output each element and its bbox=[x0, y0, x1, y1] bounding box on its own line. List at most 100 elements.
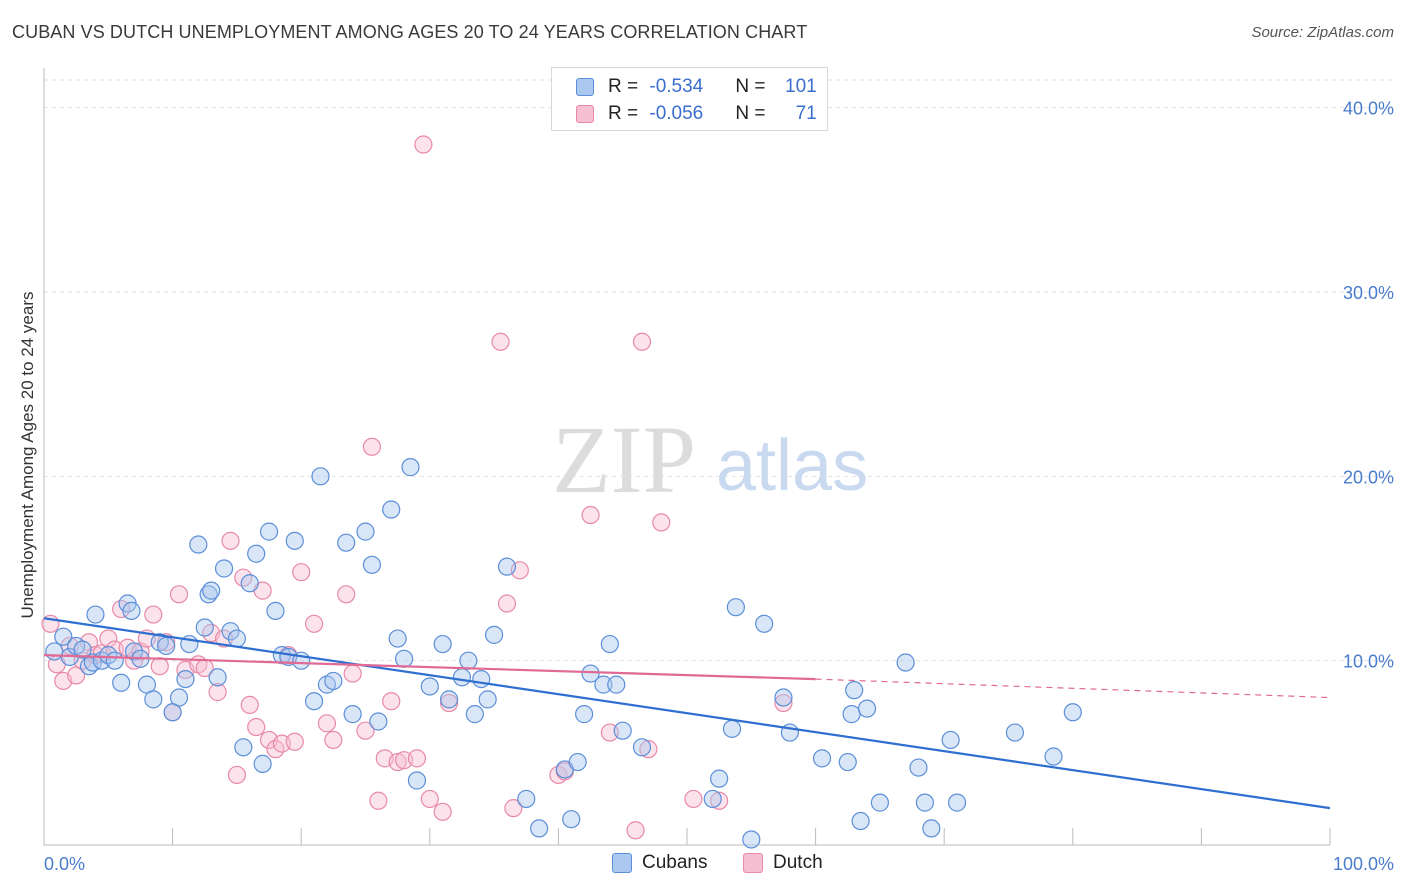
cubans-point bbox=[607, 675, 626, 694]
cubans-point bbox=[774, 688, 793, 707]
cubans-point bbox=[54, 627, 73, 646]
dutch-trend-line bbox=[43, 654, 816, 681]
dutch-point bbox=[639, 740, 658, 759]
cubans-point bbox=[337, 533, 356, 552]
x-tick-label-0: 0.0% bbox=[44, 854, 85, 874]
cubans-point bbox=[420, 677, 439, 696]
cubans-point bbox=[742, 830, 761, 849]
cubans-point bbox=[394, 649, 414, 668]
dutch-point bbox=[369, 791, 388, 810]
cubans-point bbox=[838, 752, 857, 772]
dutch-point bbox=[710, 791, 729, 810]
dutch-point bbox=[407, 749, 427, 768]
legend-row-cubans: R = -0.534 N = 101 bbox=[576, 74, 817, 100]
trend-lines bbox=[43, 617, 1331, 810]
cubans-point bbox=[870, 793, 890, 812]
cubans-point bbox=[195, 618, 214, 637]
cubans-n-label: N = bbox=[735, 76, 771, 97]
x-tick-label-100: 100.0% bbox=[1333, 854, 1394, 874]
cubans-point bbox=[459, 651, 478, 670]
chart-title: CUBAN VS DUTCH UNEMPLOYMENT AMONG AGES 2… bbox=[12, 22, 808, 42]
cubans-point bbox=[472, 669, 491, 689]
legend-item-dutch[interactable]: Dutch bbox=[743, 852, 823, 874]
cubans-point bbox=[851, 811, 870, 831]
cubans-point bbox=[517, 789, 536, 809]
cubans-point bbox=[600, 634, 619, 654]
watermark-zip: ZIP bbox=[552, 406, 696, 513]
dutch-r-label: R = bbox=[608, 103, 644, 124]
cubans-point bbox=[247, 544, 266, 563]
dutch-n-value: 71 bbox=[795, 103, 817, 124]
dutch-n-label: N = bbox=[735, 103, 771, 124]
y-tick-label-40: 40.0% bbox=[1343, 99, 1394, 119]
cubans-point bbox=[915, 793, 935, 812]
cubans-point bbox=[452, 668, 472, 687]
series-legend: Cubans Dutch bbox=[0, 852, 1406, 878]
cubans-point bbox=[240, 574, 259, 593]
dutch-point bbox=[292, 563, 311, 582]
cubans-point bbox=[465, 705, 484, 724]
dutch-point bbox=[337, 585, 356, 604]
dutch-point bbox=[491, 332, 510, 351]
dutch-point bbox=[324, 730, 343, 750]
dutch-point bbox=[414, 135, 433, 154]
dutch-point bbox=[652, 513, 671, 532]
cubans-point bbox=[83, 653, 102, 672]
cubans-point bbox=[909, 758, 928, 777]
cubans-point bbox=[73, 640, 92, 659]
cubans-point bbox=[356, 522, 375, 541]
cubans-point bbox=[478, 690, 497, 709]
cubans-point bbox=[857, 699, 877, 718]
cubans-point bbox=[202, 581, 221, 600]
dutch-legend-label: Dutch bbox=[773, 852, 823, 873]
cubans-point bbox=[1005, 723, 1025, 742]
dutch-point bbox=[221, 531, 240, 550]
cubans-point bbox=[401, 458, 420, 477]
cubans-point bbox=[1044, 747, 1063, 766]
cubans-swatch bbox=[576, 78, 594, 96]
cubans-point bbox=[362, 555, 382, 574]
cubans-point bbox=[266, 601, 285, 620]
cubans-point bbox=[896, 653, 915, 672]
cubans-point bbox=[285, 531, 304, 550]
cubans-point bbox=[530, 819, 549, 838]
cubans-point bbox=[259, 522, 279, 541]
dutch-point bbox=[433, 802, 452, 821]
cubans-point bbox=[703, 789, 722, 809]
dutch-point bbox=[420, 789, 439, 809]
cubans-point bbox=[144, 690, 163, 709]
y-tick-label-30: 30.0% bbox=[1343, 283, 1394, 303]
cubans-point bbox=[407, 771, 427, 790]
y-tick-label-20: 20.0% bbox=[1343, 467, 1394, 487]
dutch-point bbox=[504, 799, 523, 818]
cubans-point bbox=[324, 671, 343, 691]
cubans-point bbox=[227, 629, 246, 648]
watermark: ZIP atlas bbox=[552, 406, 868, 513]
cubans-point bbox=[922, 819, 941, 838]
cubans-point bbox=[45, 642, 64, 661]
dutch-point bbox=[581, 505, 600, 525]
cubans-point bbox=[710, 769, 729, 788]
legend-item-cubans[interactable]: Cubans bbox=[612, 852, 708, 874]
cubans-point bbox=[613, 721, 632, 740]
dutch-point bbox=[626, 821, 645, 840]
cubans-point bbox=[388, 629, 407, 648]
cubans-point bbox=[562, 810, 581, 829]
dutch-point bbox=[208, 682, 227, 702]
watermark-atlas: atlas bbox=[716, 426, 868, 506]
cubans-point bbox=[485, 625, 504, 644]
cubans-point bbox=[575, 705, 594, 724]
axes bbox=[43, 68, 1331, 846]
cubans-point bbox=[86, 605, 105, 624]
cubans-legend-swatch bbox=[612, 853, 632, 873]
tick-labels: 10.0% 20.0% 30.0% 40.0% 0.0% 100.0% bbox=[44, 99, 1394, 874]
cubans-point bbox=[845, 681, 864, 700]
cubans-point bbox=[755, 614, 774, 633]
dutch-point bbox=[247, 717, 266, 737]
cubans-point bbox=[722, 719, 742, 738]
cubans-points bbox=[45, 458, 1082, 849]
dutch-point bbox=[497, 594, 517, 613]
cubans-point bbox=[941, 730, 960, 750]
dutch-point bbox=[388, 752, 407, 772]
